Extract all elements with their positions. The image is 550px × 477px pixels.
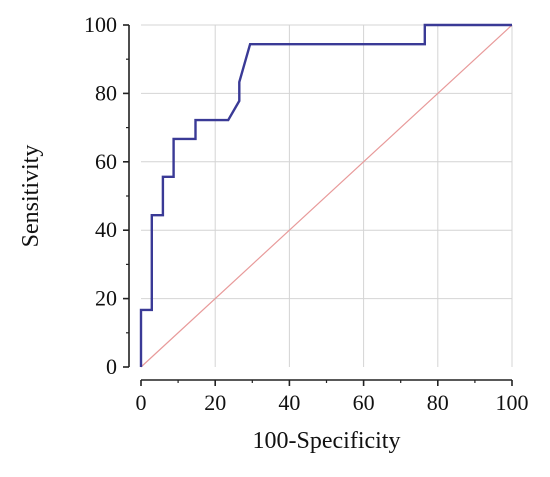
y-tick-label: 20 [95, 286, 117, 311]
axes [123, 24, 513, 386]
reference-diagonal-line [140, 24, 513, 368]
series-layer [139, 23, 513, 368]
y-tick-label: 40 [95, 217, 117, 242]
y-tick-label: 60 [95, 149, 117, 174]
roc-curve-line [139, 23, 512, 367]
y-tick-label: 100 [84, 12, 117, 37]
x-tick-label: 100 [496, 390, 529, 415]
x-tick-label: 60 [353, 390, 375, 415]
x-tick-label: 20 [204, 390, 226, 415]
tick-labels: 0 20 40 60 80 100 0 20 40 60 80 100 [84, 12, 529, 415]
y-tick-label: 80 [95, 80, 117, 105]
x-axis-title: 100-Specificity [253, 428, 401, 454]
x-tick-label: 40 [278, 390, 300, 415]
y-tick-label: 0 [106, 354, 117, 379]
x-tick-label: 80 [427, 390, 449, 415]
y-axis-title: Sensitivity [18, 145, 44, 248]
x-tick-label: 0 [136, 390, 147, 415]
